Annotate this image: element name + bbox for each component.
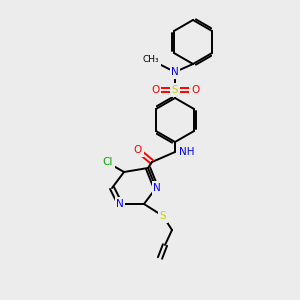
Text: CH₃: CH₃	[143, 56, 159, 64]
Text: N: N	[153, 183, 161, 193]
Text: S: S	[160, 211, 166, 221]
Text: N: N	[171, 67, 179, 77]
Text: O: O	[191, 85, 199, 95]
Text: Cl: Cl	[103, 157, 113, 167]
Text: N: N	[116, 199, 124, 209]
Text: O: O	[134, 145, 142, 155]
Text: S: S	[172, 85, 178, 95]
Text: NH: NH	[179, 147, 194, 157]
Text: O: O	[151, 85, 159, 95]
